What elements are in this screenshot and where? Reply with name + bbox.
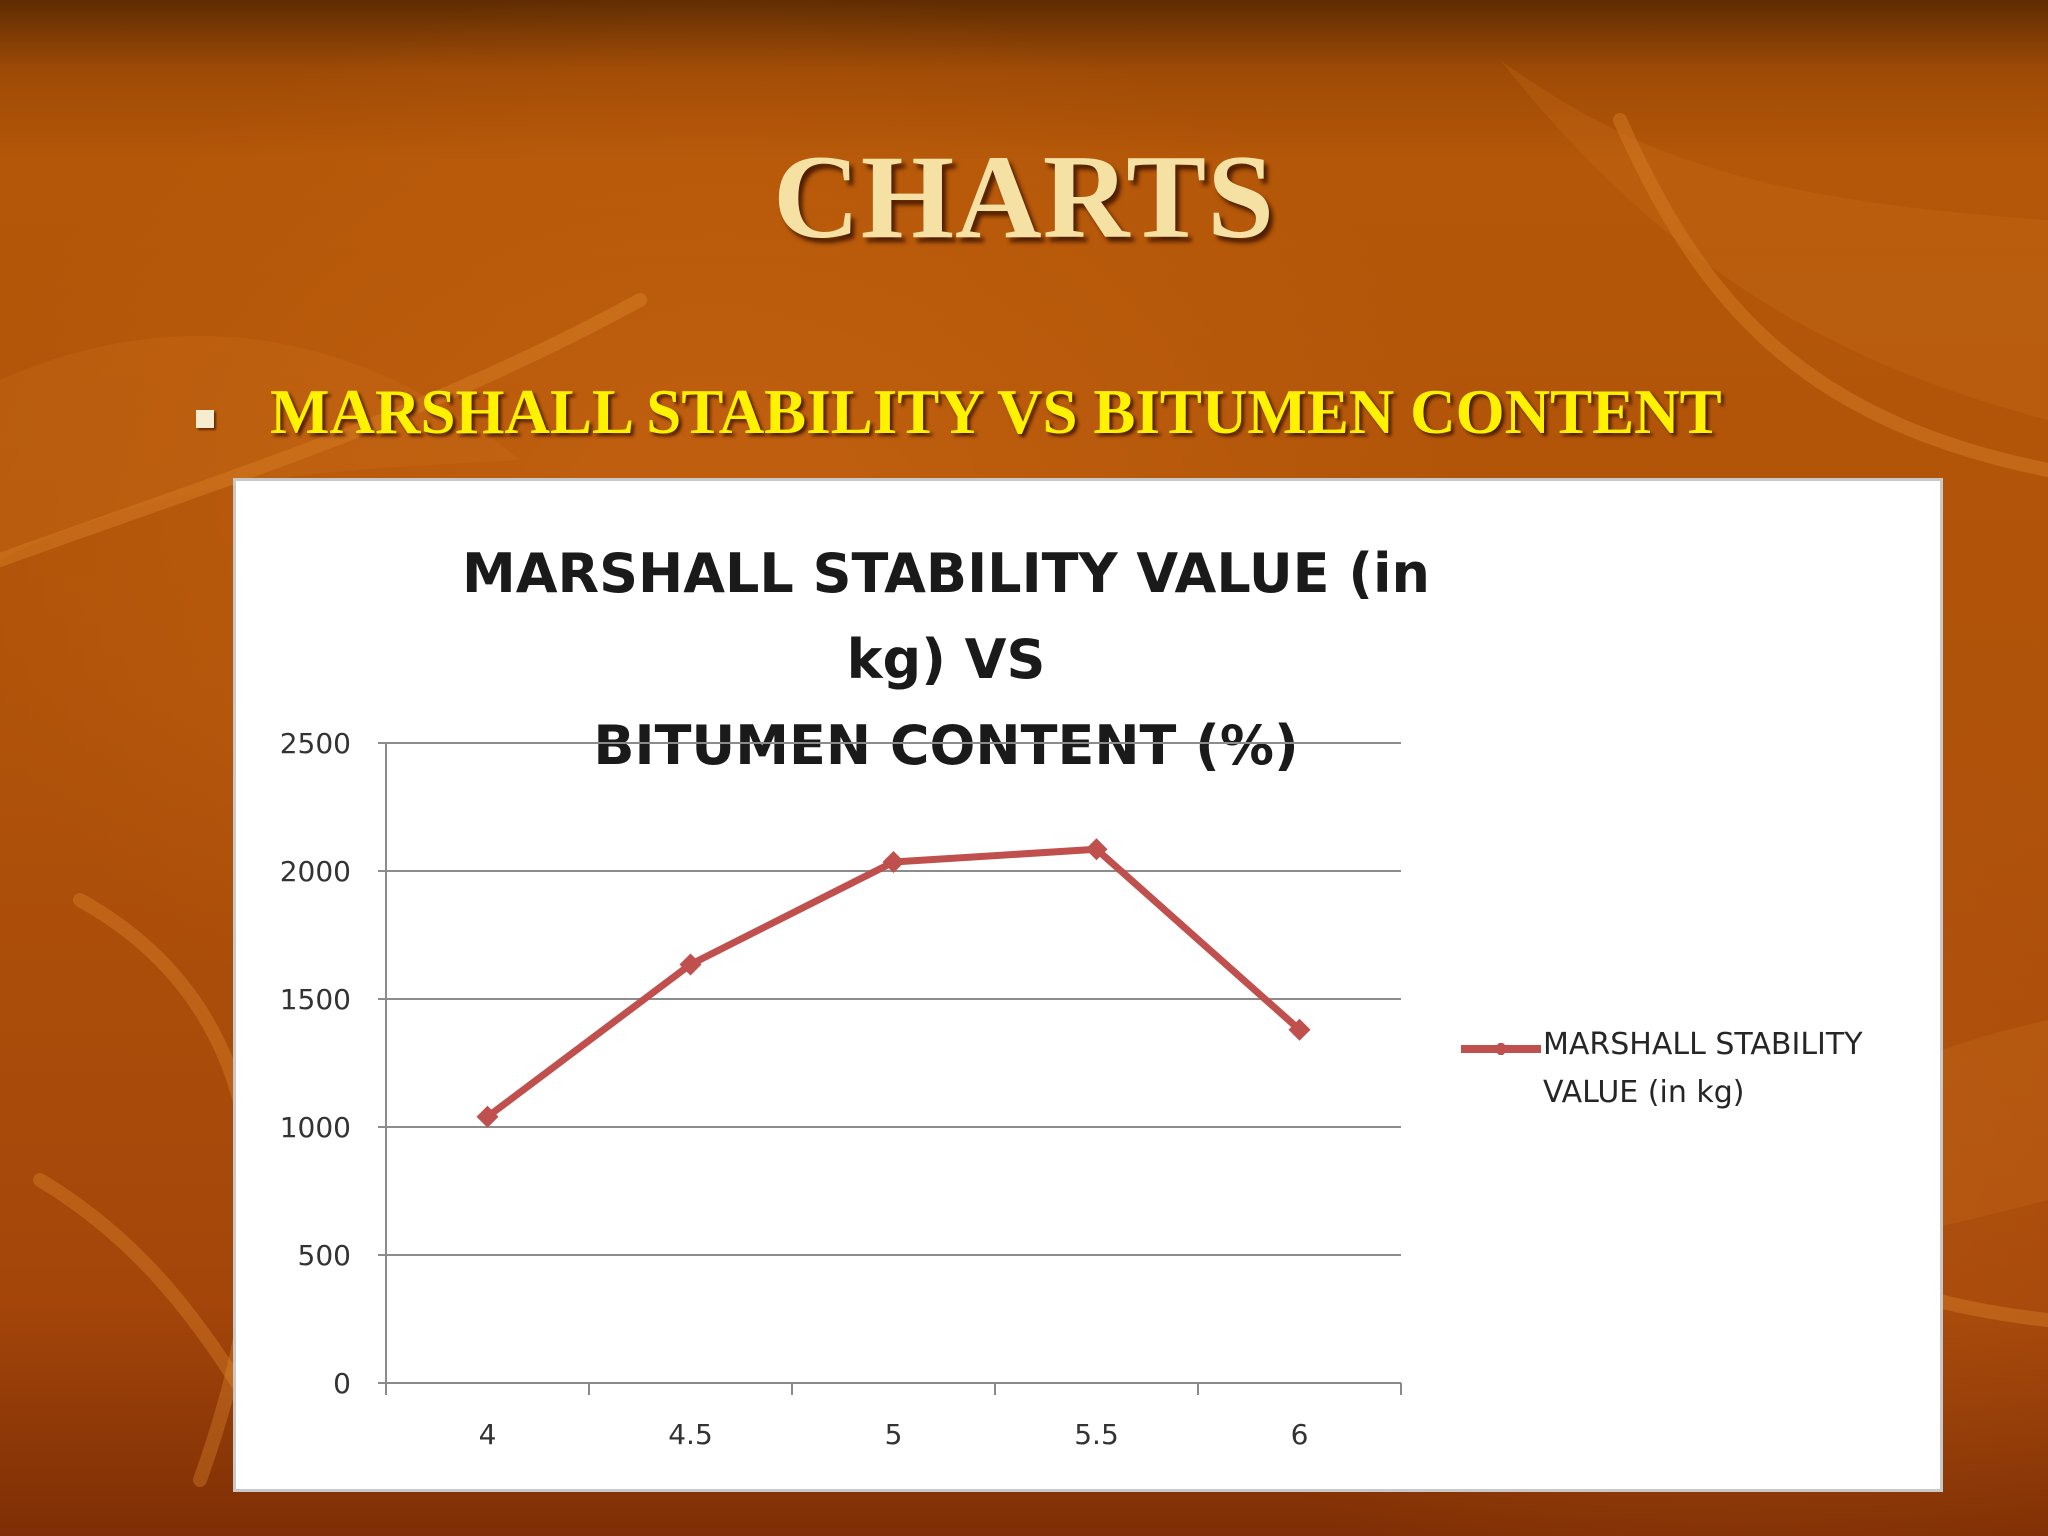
chart-title-line-2: BITUMEN CONTENT (%): [593, 714, 1299, 777]
y-tick-label: 2500: [280, 727, 351, 760]
y-tick-label: 500: [298, 1239, 351, 1272]
chart-title-line-1: MARSHALL STABILITY VALUE (in kg) VS: [462, 542, 1430, 691]
legend-marker-icon: [1461, 1043, 1541, 1055]
bullet-text: MARSHALL STABILITY VS BITUMEN CONTENT: [270, 377, 1722, 447]
x-tick-label: 4.5: [668, 1418, 713, 1451]
data-point: [476, 1105, 499, 1128]
x-tick-label: 5.5: [1074, 1418, 1119, 1451]
y-tick-label: 1500: [280, 983, 351, 1016]
bullet-square-icon: [196, 410, 214, 428]
slide-title: CHARTS: [773, 130, 1275, 263]
y-tick-label: 1000: [280, 1111, 351, 1144]
x-tick-label: 4: [479, 1418, 497, 1451]
chart-title: MARSHALL STABILITY VALUE (in kg) VS BITU…: [436, 531, 1456, 789]
chart-container: MARSHALL STABILITY VALUE (in kg) VS BITU…: [233, 478, 1943, 1492]
data-point: [1085, 838, 1108, 861]
x-tick-label: 6: [1291, 1418, 1309, 1451]
y-tick-label: 2000: [280, 855, 351, 888]
series-line: [485, 845, 1302, 1120]
x-tick-label: 5: [885, 1418, 903, 1451]
data-point: [1288, 1018, 1311, 1041]
data-point: [882, 851, 905, 874]
y-tick-label: 0: [333, 1367, 351, 1400]
legend-label: MARSHALL STABILITY VALUE (in kg): [1543, 1027, 1863, 1110]
data-point: [679, 953, 702, 976]
chart-plot: 0 500 1000 1500 2000 2500 4 4.5 5 5.5 6: [280, 727, 1402, 1451]
